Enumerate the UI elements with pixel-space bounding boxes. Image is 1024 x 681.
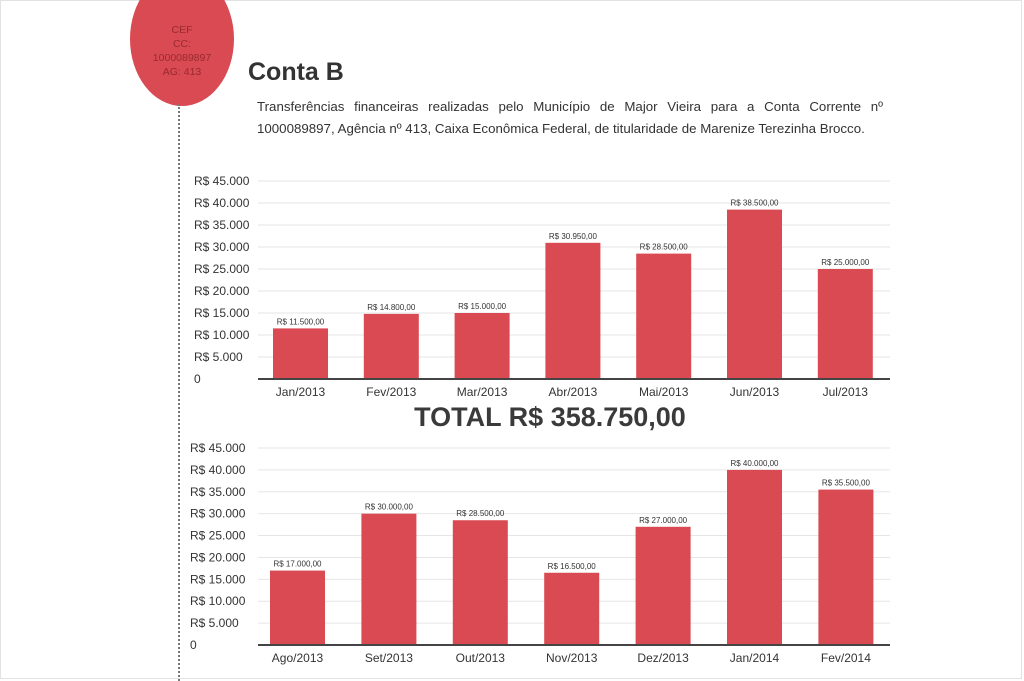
data-label: R$ 16.500,00	[548, 562, 597, 571]
x-tick-label: Mai/2013	[639, 385, 689, 399]
data-label: R$ 27.000,00	[639, 516, 688, 525]
bar-jan-2014	[727, 469, 782, 645]
badge-bank: CEF	[171, 24, 193, 36]
data-label: R$ 11.500,00	[277, 317, 325, 326]
x-tick-label: Mar/2013	[457, 385, 508, 399]
bar-fev-2014	[818, 489, 874, 645]
bar-abr-2013	[545, 242, 601, 379]
x-tick-label: Out/2013	[456, 651, 506, 665]
y-tick-label: R$ 10.000	[194, 328, 250, 342]
y-tick-label: R$ 35.000	[190, 485, 246, 499]
total-amount: TOTAL R$ 358.750,00	[414, 402, 686, 432]
data-label: R$ 38.500,00	[730, 199, 779, 208]
data-label: R$ 25.000,00	[821, 258, 870, 267]
bar-jun-2013	[727, 209, 782, 379]
y-tick-label: R$ 30.000	[190, 507, 246, 521]
timeline-line	[178, 104, 180, 681]
data-label: R$ 28.500,00	[456, 509, 505, 518]
y-tick-label: 0	[190, 638, 197, 652]
x-tick-label: Dez/2013	[637, 651, 689, 665]
x-tick-label: Jan/2013	[276, 385, 326, 399]
data-label: R$ 28.500,00	[640, 243, 689, 252]
x-tick-label: Jun/2013	[730, 385, 780, 399]
data-label: R$ 14.800,00	[367, 303, 416, 312]
bar-mar-2013	[454, 313, 510, 379]
y-tick-label: R$ 40.000	[194, 196, 250, 210]
data-label: R$ 15.000,00	[458, 302, 507, 311]
y-tick-label: R$ 15.000	[194, 306, 250, 320]
bar-dez-2013	[635, 526, 691, 645]
y-tick-label: R$ 5.000	[190, 616, 239, 630]
bar-ago-2013	[270, 570, 325, 645]
bar-jan-2013	[273, 328, 328, 379]
data-label: R$ 30.950,00	[549, 232, 598, 241]
x-tick-label: Jul/2013	[823, 385, 869, 399]
bar-jul-2013	[817, 269, 873, 379]
y-tick-label: R$ 25.000	[194, 262, 250, 276]
y-tick-label: R$ 30.000	[194, 240, 250, 254]
bar-set-2013	[361, 513, 417, 645]
badge-account-label: CC:	[172, 38, 192, 50]
y-tick-label: R$ 25.000	[190, 529, 246, 543]
x-tick-label: Jan/2014	[730, 651, 780, 665]
x-tick-label: Ago/2013	[272, 651, 324, 665]
bar-fev-2013	[363, 313, 419, 379]
y-tick-label: R$ 45.000	[190, 441, 246, 455]
x-tick-label: Set/2013	[365, 651, 413, 665]
data-label: R$ 17.000,00	[273, 560, 322, 569]
y-tick-label: R$ 45.000	[194, 174, 250, 188]
account-badge: CEF CC: 1000089897 AG: 413	[130, 0, 234, 106]
x-tick-label: Fev/2013	[366, 385, 416, 399]
x-tick-label: Abr/2013	[549, 385, 598, 399]
bar-mai-2013	[636, 253, 692, 379]
y-tick-label: R$ 15.000	[190, 572, 246, 586]
y-tick-label: R$ 35.000	[194, 218, 250, 232]
y-tick-label: R$ 10.000	[190, 594, 246, 608]
y-tick-label: R$ 20.000	[194, 284, 250, 298]
y-tick-label: R$ 40.000	[190, 463, 246, 477]
page-description: Transferências financeiras realizadas pe…	[257, 99, 883, 136]
x-tick-label: Nov/2013	[546, 651, 598, 665]
badge-agency: AG: 413	[162, 66, 202, 78]
page-title: Conta B	[248, 58, 344, 86]
data-label: R$ 35.500,00	[822, 479, 871, 488]
badge-account-number: 1000089897	[152, 52, 212, 64]
y-tick-label: 0	[194, 372, 201, 386]
data-label: R$ 30.000,00	[365, 503, 414, 512]
x-tick-label: Fev/2014	[821, 651, 871, 665]
bar-nov-2013	[544, 572, 600, 645]
y-tick-label: R$ 5.000	[194, 350, 243, 364]
bar-out-2013	[452, 520, 508, 645]
data-label: R$ 40.000,00	[730, 459, 779, 468]
y-tick-label: R$ 20.000	[190, 550, 246, 564]
